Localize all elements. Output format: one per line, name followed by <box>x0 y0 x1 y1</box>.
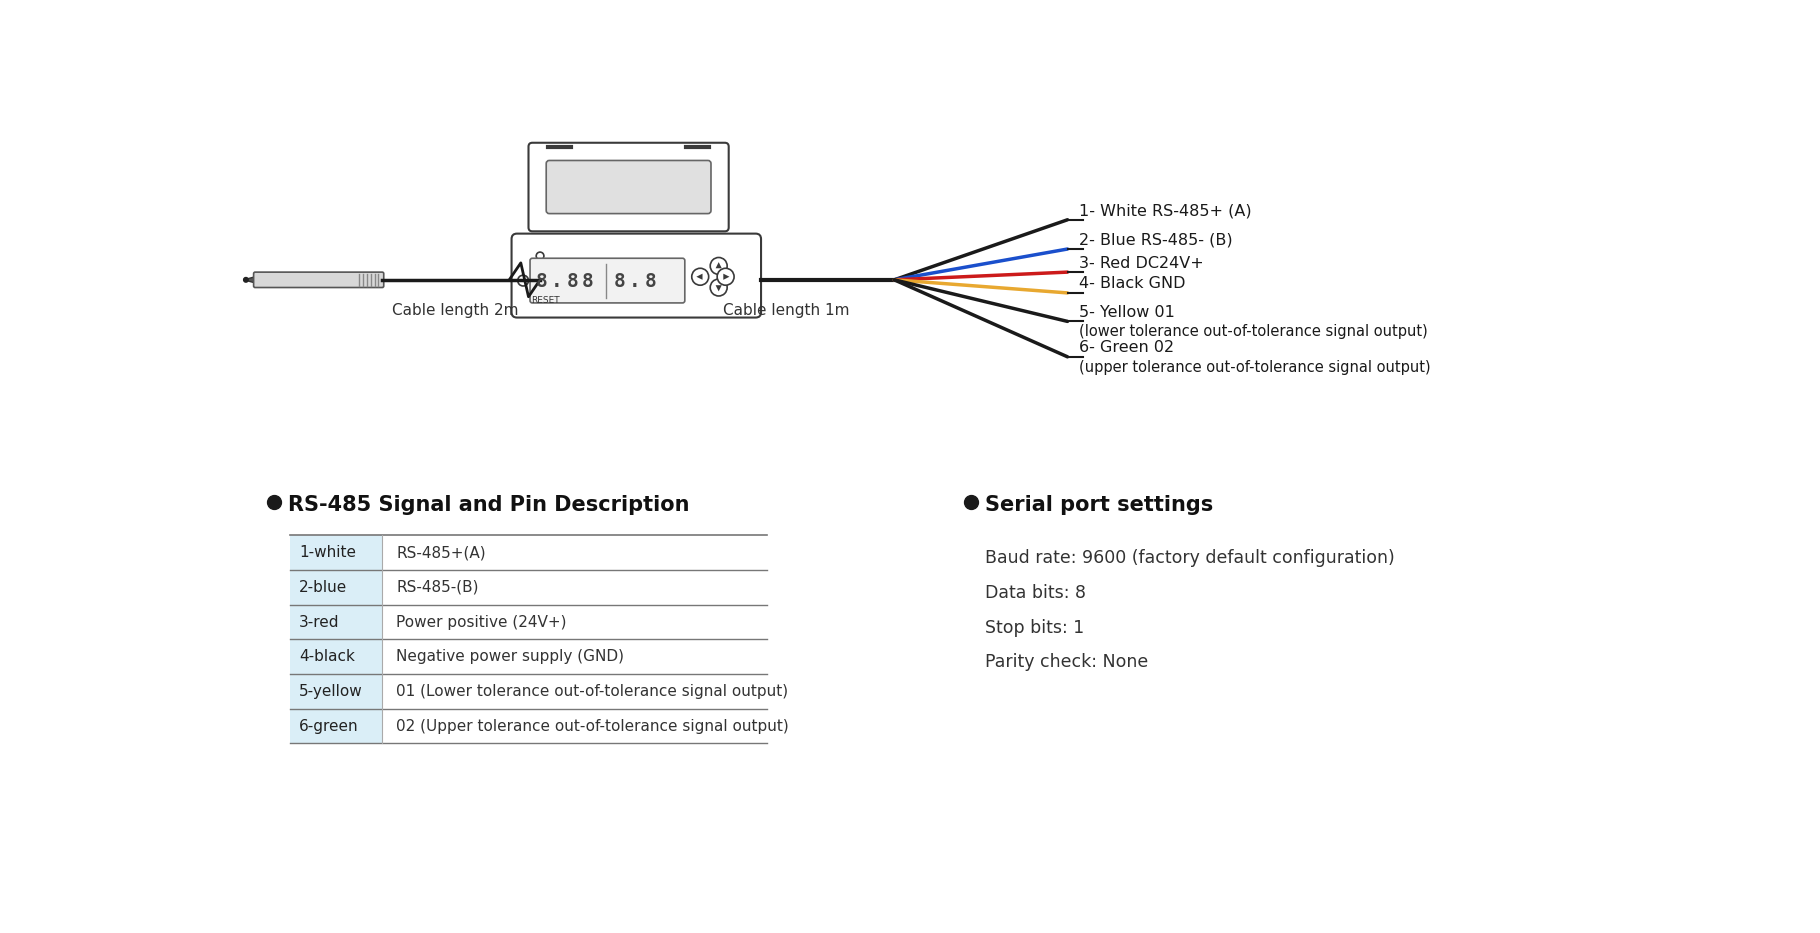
Circle shape <box>517 275 528 286</box>
Text: Power positive (24V+): Power positive (24V+) <box>397 615 566 630</box>
Polygon shape <box>715 262 723 269</box>
Circle shape <box>717 269 733 285</box>
Bar <box>289 709 382 744</box>
Text: 8: 8 <box>644 272 655 291</box>
FancyBboxPatch shape <box>528 143 728 231</box>
Text: 6-green: 6-green <box>298 718 359 733</box>
Text: 3-red: 3-red <box>298 615 340 630</box>
Bar <box>382 536 768 570</box>
Polygon shape <box>244 277 255 283</box>
Text: .: . <box>630 272 641 291</box>
Circle shape <box>710 279 728 296</box>
Bar <box>289 570 382 605</box>
Bar <box>289 674 382 709</box>
Text: 5-yellow: 5-yellow <box>298 684 362 699</box>
Bar <box>289 605 382 639</box>
Circle shape <box>692 269 708 285</box>
Text: 6- Green 02: 6- Green 02 <box>1079 341 1174 355</box>
Text: Parity check: None: Parity check: None <box>985 653 1148 671</box>
Text: 3- Red DC24V+: 3- Red DC24V+ <box>1079 256 1203 271</box>
Text: Data bits: 8: Data bits: 8 <box>985 584 1087 602</box>
Bar <box>382 674 768 709</box>
FancyBboxPatch shape <box>530 258 684 303</box>
Text: 2-blue: 2-blue <box>298 580 348 595</box>
Circle shape <box>710 258 728 274</box>
Text: 1- White RS-485+ (A): 1- White RS-485+ (A) <box>1079 203 1252 218</box>
Text: 8: 8 <box>566 272 579 291</box>
Bar <box>289 639 382 674</box>
FancyBboxPatch shape <box>511 233 761 317</box>
Polygon shape <box>723 273 730 280</box>
Text: 8: 8 <box>535 272 548 291</box>
Bar <box>382 709 768 744</box>
Text: RS-485+(A): RS-485+(A) <box>397 545 486 561</box>
Circle shape <box>537 252 544 259</box>
Bar <box>382 639 768 674</box>
Text: .: . <box>551 272 562 291</box>
Text: Negative power supply (GND): Negative power supply (GND) <box>397 649 624 664</box>
Text: RESET: RESET <box>531 296 559 305</box>
Polygon shape <box>697 273 703 280</box>
Text: 02 (Upper tolerance out-of-tolerance signal output): 02 (Upper tolerance out-of-tolerance sig… <box>397 718 788 733</box>
Circle shape <box>244 277 248 282</box>
Bar <box>289 536 382 570</box>
Text: 2- Blue RS-485- (B): 2- Blue RS-485- (B) <box>1079 232 1232 247</box>
Text: 1-white: 1-white <box>298 545 357 561</box>
Text: RS-485-(B): RS-485-(B) <box>397 580 479 595</box>
Text: 8: 8 <box>613 272 626 291</box>
Text: Cable length 1m: Cable length 1m <box>723 303 850 318</box>
Text: Stop bits: 1: Stop bits: 1 <box>985 619 1085 636</box>
FancyBboxPatch shape <box>253 272 384 287</box>
Text: Cable length 2m: Cable length 2m <box>391 303 519 318</box>
Text: (upper tolerance out-of-tolerance signal output): (upper tolerance out-of-tolerance signal… <box>1079 360 1431 375</box>
Text: Baud rate: 9600 (factory default configuration): Baud rate: 9600 (factory default configu… <box>985 550 1394 567</box>
Text: 4-black: 4-black <box>298 649 355 664</box>
FancyBboxPatch shape <box>546 160 712 214</box>
Text: 5- Yellow 01: 5- Yellow 01 <box>1079 305 1176 320</box>
Bar <box>382 605 768 639</box>
Text: 4- Black GND: 4- Black GND <box>1079 276 1185 291</box>
Bar <box>382 570 768 605</box>
Text: RS-485 Signal and Pin Description: RS-485 Signal and Pin Description <box>288 495 690 515</box>
Text: 8: 8 <box>582 272 593 291</box>
Polygon shape <box>715 285 723 291</box>
Text: 01 (Lower tolerance out-of-tolerance signal output): 01 (Lower tolerance out-of-tolerance sig… <box>397 684 788 699</box>
Text: (lower tolerance out-of-tolerance signal output): (lower tolerance out-of-tolerance signal… <box>1079 325 1429 340</box>
Text: Serial port settings: Serial port settings <box>985 495 1214 515</box>
